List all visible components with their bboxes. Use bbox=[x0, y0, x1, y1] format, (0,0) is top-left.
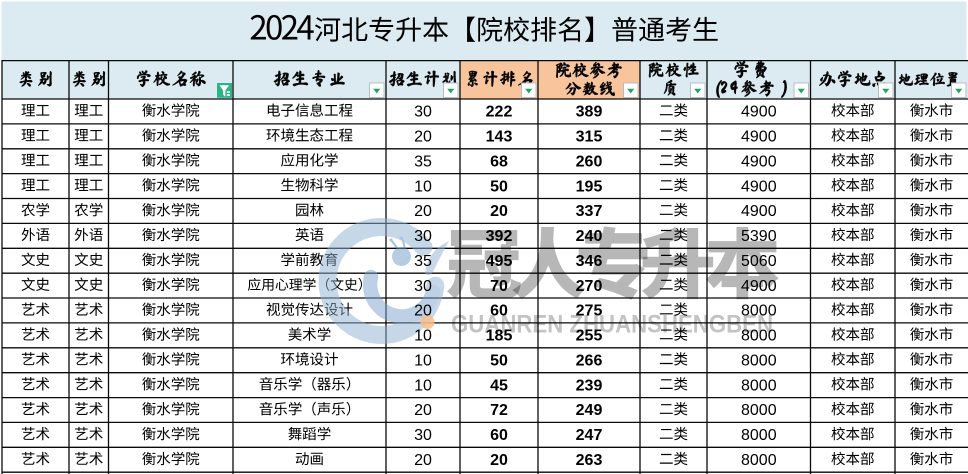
svg-text:20: 20 bbox=[414, 452, 432, 469]
svg-text:5060: 5060 bbox=[741, 253, 777, 270]
svg-text:4900: 4900 bbox=[741, 278, 777, 295]
svg-text:60: 60 bbox=[490, 303, 508, 320]
svg-text:266: 266 bbox=[576, 352, 603, 369]
svg-text:8000: 8000 bbox=[741, 352, 777, 369]
svg-text:185: 185 bbox=[486, 328, 513, 345]
svg-text:8000: 8000 bbox=[741, 402, 777, 419]
svg-text:8000: 8000 bbox=[741, 427, 777, 444]
svg-text:4900: 4900 bbox=[741, 203, 777, 220]
svg-text:20: 20 bbox=[490, 452, 508, 469]
svg-text:35: 35 bbox=[414, 153, 432, 170]
svg-text:45: 45 bbox=[490, 377, 508, 394]
svg-text:10: 10 bbox=[414, 377, 432, 394]
svg-text:GUANREN ZHUANSHENGBEN: GUANREN ZHUANSHENGBEN bbox=[451, 311, 773, 339]
svg-text:143: 143 bbox=[486, 129, 513, 146]
svg-text:8000: 8000 bbox=[741, 377, 777, 394]
svg-text:60: 60 bbox=[490, 427, 508, 444]
svg-text:20: 20 bbox=[414, 303, 432, 320]
svg-text:8000: 8000 bbox=[741, 328, 777, 345]
svg-text:5390: 5390 bbox=[741, 228, 777, 245]
svg-text:10: 10 bbox=[414, 328, 432, 345]
svg-text:495: 495 bbox=[486, 253, 513, 270]
svg-text:50: 50 bbox=[490, 178, 508, 195]
svg-text:346: 346 bbox=[576, 253, 603, 270]
svg-text:239: 239 bbox=[576, 377, 603, 394]
svg-text:10: 10 bbox=[414, 352, 432, 369]
svg-text:4900: 4900 bbox=[741, 153, 777, 170]
svg-text:8000: 8000 bbox=[741, 303, 777, 320]
svg-text:10: 10 bbox=[414, 178, 432, 195]
svg-text:222: 222 bbox=[486, 104, 513, 121]
svg-text:30: 30 bbox=[414, 228, 432, 245]
svg-text:20: 20 bbox=[490, 203, 508, 220]
svg-text:275: 275 bbox=[576, 303, 603, 320]
svg-text:315: 315 bbox=[576, 129, 603, 146]
svg-text:20: 20 bbox=[414, 203, 432, 220]
svg-text:20: 20 bbox=[414, 402, 432, 419]
svg-text:20: 20 bbox=[414, 129, 432, 146]
svg-text:240: 240 bbox=[576, 228, 603, 245]
svg-text:4900: 4900 bbox=[741, 129, 777, 146]
svg-text:30: 30 bbox=[414, 278, 432, 295]
svg-text:50: 50 bbox=[490, 352, 508, 369]
svg-text:255: 255 bbox=[576, 328, 603, 345]
svg-text:249: 249 bbox=[576, 402, 603, 419]
svg-text:389: 389 bbox=[576, 104, 603, 121]
svg-text:68: 68 bbox=[490, 153, 508, 170]
svg-text:392: 392 bbox=[486, 228, 513, 245]
svg-text:337: 337 bbox=[576, 203, 603, 220]
svg-text:260: 260 bbox=[576, 153, 603, 170]
svg-text:72: 72 bbox=[490, 402, 508, 419]
svg-text:35: 35 bbox=[414, 253, 432, 270]
svg-text:270: 270 bbox=[576, 278, 603, 295]
svg-text:70: 70 bbox=[490, 278, 508, 295]
svg-text:30: 30 bbox=[414, 427, 432, 444]
svg-text:247: 247 bbox=[576, 427, 603, 444]
svg-text:30: 30 bbox=[414, 104, 432, 121]
svg-text:195: 195 bbox=[576, 178, 603, 195]
svg-text:4900: 4900 bbox=[741, 178, 777, 195]
svg-text:8000: 8000 bbox=[741, 452, 777, 469]
svg-text:4900: 4900 bbox=[741, 104, 777, 121]
svg-text:263: 263 bbox=[576, 452, 603, 469]
